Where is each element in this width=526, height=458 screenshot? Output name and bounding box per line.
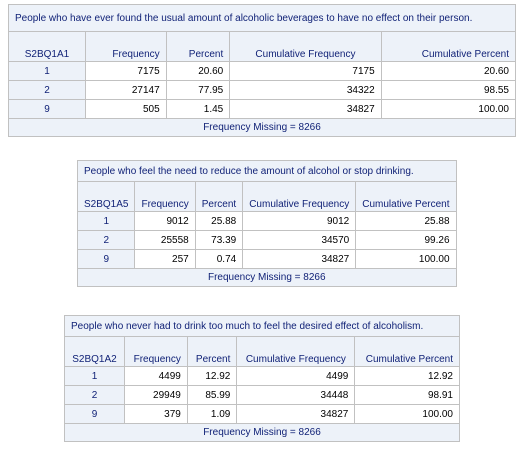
row-value: 9 bbox=[76, 249, 136, 269]
percent-cell: 20.60 bbox=[165, 61, 231, 81]
cumulative-percent-cell: 98.55 bbox=[380, 80, 517, 100]
row-value: 2 bbox=[8, 80, 86, 100]
frequency-table-s2bq1a1: People who have ever found the usual amo… bbox=[8, 4, 517, 137]
cumulative-frequency-header: Cumulative Frequency bbox=[236, 336, 356, 367]
frequency-missing-note: Frequency Missing = 8266 bbox=[8, 118, 516, 137]
cumulative-frequency-cell: 34448 bbox=[236, 385, 356, 405]
table-row: 2 27147 77.95 34322 98.55 bbox=[8, 80, 517, 100]
percent-cell: 25.88 bbox=[194, 211, 244, 231]
frequency-table-s2bq1a5: People who feel the need to reduce the a… bbox=[76, 160, 457, 287]
row-value: 9 bbox=[8, 99, 86, 119]
percent-cell: 1.45 bbox=[165, 99, 231, 119]
variable-header: S2BQ1A1 bbox=[8, 31, 86, 62]
table-row: 1 4499 12.92 4499 12.92 bbox=[64, 366, 460, 386]
table-row: 9 505 1.45 34827 100.00 bbox=[8, 99, 517, 119]
row-value: 2 bbox=[64, 385, 125, 405]
percent-cell: 77.95 bbox=[165, 80, 231, 100]
frequency-cell: 379 bbox=[123, 404, 188, 424]
cumulative-frequency-cell: 4499 bbox=[236, 366, 356, 386]
frequency-cell: 27147 bbox=[84, 80, 167, 100]
cumulative-percent-header: Cumulative Percent bbox=[354, 336, 460, 367]
variable-header: S2BQ1A5 bbox=[76, 181, 136, 212]
cumulative-percent-cell: 100.00 bbox=[380, 99, 517, 119]
cumulative-frequency-header: Cumulative Frequency bbox=[229, 31, 382, 62]
frequency-table-s2bq1a2: People who never had to drink too much t… bbox=[64, 315, 460, 442]
frequency-header: Frequency bbox=[134, 181, 196, 212]
percent-cell: 12.92 bbox=[186, 366, 238, 386]
cumulative-percent-cell: 98.91 bbox=[354, 385, 460, 405]
frequency-header: Frequency bbox=[84, 31, 167, 62]
cumulative-percent-cell: 100.00 bbox=[355, 249, 457, 269]
percent-cell: 85.99 bbox=[186, 385, 238, 405]
percent-cell: 73.39 bbox=[194, 230, 244, 250]
variable-header: S2BQ1A2 bbox=[64, 336, 125, 367]
percent-cell: 0.74 bbox=[194, 249, 244, 269]
table-row: 1 7175 20.60 7175 20.60 bbox=[8, 61, 517, 81]
table-row: 2 25558 73.39 34570 99.26 bbox=[76, 230, 457, 250]
table-row: 9 257 0.74 34827 100.00 bbox=[76, 249, 457, 269]
frequency-cell: 29949 bbox=[123, 385, 188, 405]
table-row: 9 379 1.09 34827 100.00 bbox=[64, 404, 460, 424]
row-value: 1 bbox=[64, 366, 125, 386]
percent-header: Percent bbox=[165, 31, 231, 62]
frequency-cell: 4499 bbox=[123, 366, 188, 386]
frequency-cell: 257 bbox=[134, 249, 196, 269]
cumulative-frequency-cell: 7175 bbox=[229, 61, 382, 81]
table-title: People who have ever found the usual amo… bbox=[8, 4, 516, 32]
cumulative-frequency-cell: 9012 bbox=[242, 211, 357, 231]
percent-header: Percent bbox=[186, 336, 238, 367]
cumulative-percent-cell: 20.60 bbox=[380, 61, 517, 81]
table-title: People who never had to drink too much t… bbox=[64, 315, 460, 337]
table-row: 1 9012 25.88 9012 25.88 bbox=[76, 211, 457, 231]
cumulative-percent-header: Cumulative Percent bbox=[355, 181, 457, 212]
table-row: 2 29949 85.99 34448 98.91 bbox=[64, 385, 460, 405]
cumulative-frequency-cell: 34322 bbox=[229, 80, 382, 100]
cumulative-percent-cell: 25.88 bbox=[355, 211, 457, 231]
table-title: People who feel the need to reduce the a… bbox=[77, 160, 457, 182]
frequency-cell: 7175 bbox=[84, 61, 167, 81]
cumulative-frequency-cell: 34570 bbox=[242, 230, 357, 250]
cumulative-percent-cell: 99.26 bbox=[355, 230, 457, 250]
cumulative-frequency-cell: 34827 bbox=[236, 404, 356, 424]
frequency-cell: 25558 bbox=[134, 230, 196, 250]
row-value: 2 bbox=[76, 230, 136, 250]
cumulative-percent-cell: 12.92 bbox=[354, 366, 460, 386]
frequency-header: Frequency bbox=[123, 336, 188, 367]
row-value: 1 bbox=[8, 61, 86, 81]
cumulative-frequency-cell: 34827 bbox=[229, 99, 382, 119]
percent-header: Percent bbox=[194, 181, 244, 212]
cumulative-frequency-cell: 34827 bbox=[242, 249, 357, 269]
percent-cell: 1.09 bbox=[186, 404, 238, 424]
frequency-cell: 505 bbox=[84, 99, 167, 119]
cumulative-percent-cell: 100.00 bbox=[354, 404, 460, 424]
frequency-missing-note: Frequency Missing = 8266 bbox=[64, 423, 460, 442]
frequency-missing-note: Frequency Missing = 8266 bbox=[77, 268, 457, 287]
row-value: 1 bbox=[76, 211, 136, 231]
frequency-cell: 9012 bbox=[134, 211, 196, 231]
cumulative-frequency-header: Cumulative Frequency bbox=[242, 181, 357, 212]
row-value: 9 bbox=[64, 404, 125, 424]
cumulative-percent-header: Cumulative Percent bbox=[380, 31, 517, 62]
